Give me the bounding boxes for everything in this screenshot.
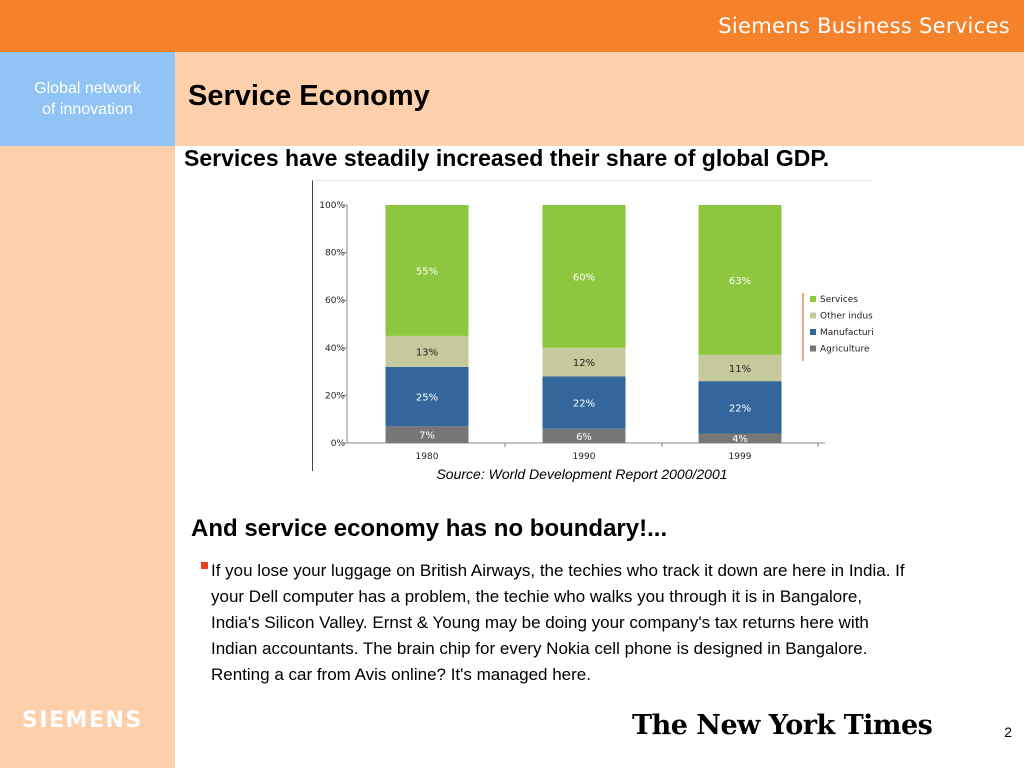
bar-segment [698, 433, 782, 443]
bar-segment [385, 205, 469, 336]
bar-data-label: 12% [573, 358, 595, 369]
bar-data-label: 11% [729, 364, 751, 375]
legend-swatch [810, 329, 816, 335]
bar-segment [698, 205, 782, 355]
legend-label: Agriculture [820, 345, 870, 355]
chart-source: Source: World Development Report 2000/20… [436, 466, 728, 482]
bar-data-label: 22% [573, 399, 595, 410]
bar-data-label: 63% [729, 276, 751, 287]
legend-swatch [810, 312, 816, 319]
y-tick-label: 80% [325, 249, 345, 259]
bar-segment [542, 376, 626, 429]
y-tick-label: 40% [325, 344, 345, 354]
legend-swatch [810, 296, 816, 302]
y-tick-label: 100% [319, 201, 345, 211]
y-tick-label: 20% [325, 391, 345, 401]
tagline: Global network of innovation [0, 78, 175, 120]
bar-data-label: 6% [576, 432, 592, 443]
page-number: 2 [1004, 724, 1012, 740]
bar-segment [542, 347, 626, 377]
bar-segment [542, 428, 626, 443]
brand-title: Siemens Business Services [718, 14, 1010, 38]
bar-segment [542, 205, 626, 348]
tagline-box [0, 52, 175, 146]
nyt-logo: The New York Times [632, 710, 933, 741]
chart-frame: 0% 20% 40% 60% 80% 100% 7% 25% 13% 55% 1980 6% 22% 12… [312, 180, 886, 471]
y-tick-label: 0% [331, 439, 346, 449]
y-tick-label: 60% [325, 296, 345, 306]
bar-data-label: 13% [416, 347, 438, 358]
legend-label: Manufacturing [820, 328, 873, 338]
bar-segment [385, 335, 469, 367]
title-bar [175, 52, 1024, 146]
bar-segment [385, 426, 469, 443]
bar-segment [385, 366, 469, 427]
legend-label: Services [820, 295, 858, 305]
bar-data-label: 25% [416, 393, 438, 404]
bullet-icon [201, 562, 208, 569]
x-tick-label: 1990 [573, 452, 596, 462]
bar-data-label: 60% [573, 272, 595, 283]
bar-segment [698, 381, 782, 434]
slide-subtitle: Services have steadily increased their s… [184, 145, 830, 171]
siemens-logo: SIEMENS [22, 708, 143, 733]
x-tick-label: 1980 [416, 452, 439, 462]
section-heading: And service economy has no boundary!... [191, 515, 668, 542]
bullet-paragraph: If you lose your luggage on British Airw… [211, 561, 905, 684]
bar-data-label: 55% [416, 266, 438, 277]
x-tick-label: 1999 [729, 452, 752, 462]
tagline-text: Global network of innovation [34, 80, 141, 118]
legend-label: Other industry [820, 312, 873, 322]
bar-data-label: 22% [729, 403, 751, 414]
bar-segment [698, 354, 782, 382]
slide-title: Service Economy [188, 80, 430, 112]
legend-swatch [810, 345, 816, 352]
sidebar [0, 52, 175, 768]
bar-data-label: 7% [419, 431, 435, 442]
gdp-share-chart: 0% 20% 40% 60% 80% 100% 7% 25% 13% 55% 1980 6% 22% 12… [319, 201, 886, 462]
bar-data-label: 4% [732, 434, 748, 445]
header-bar: Siemens Business Services [0, 0, 1024, 52]
